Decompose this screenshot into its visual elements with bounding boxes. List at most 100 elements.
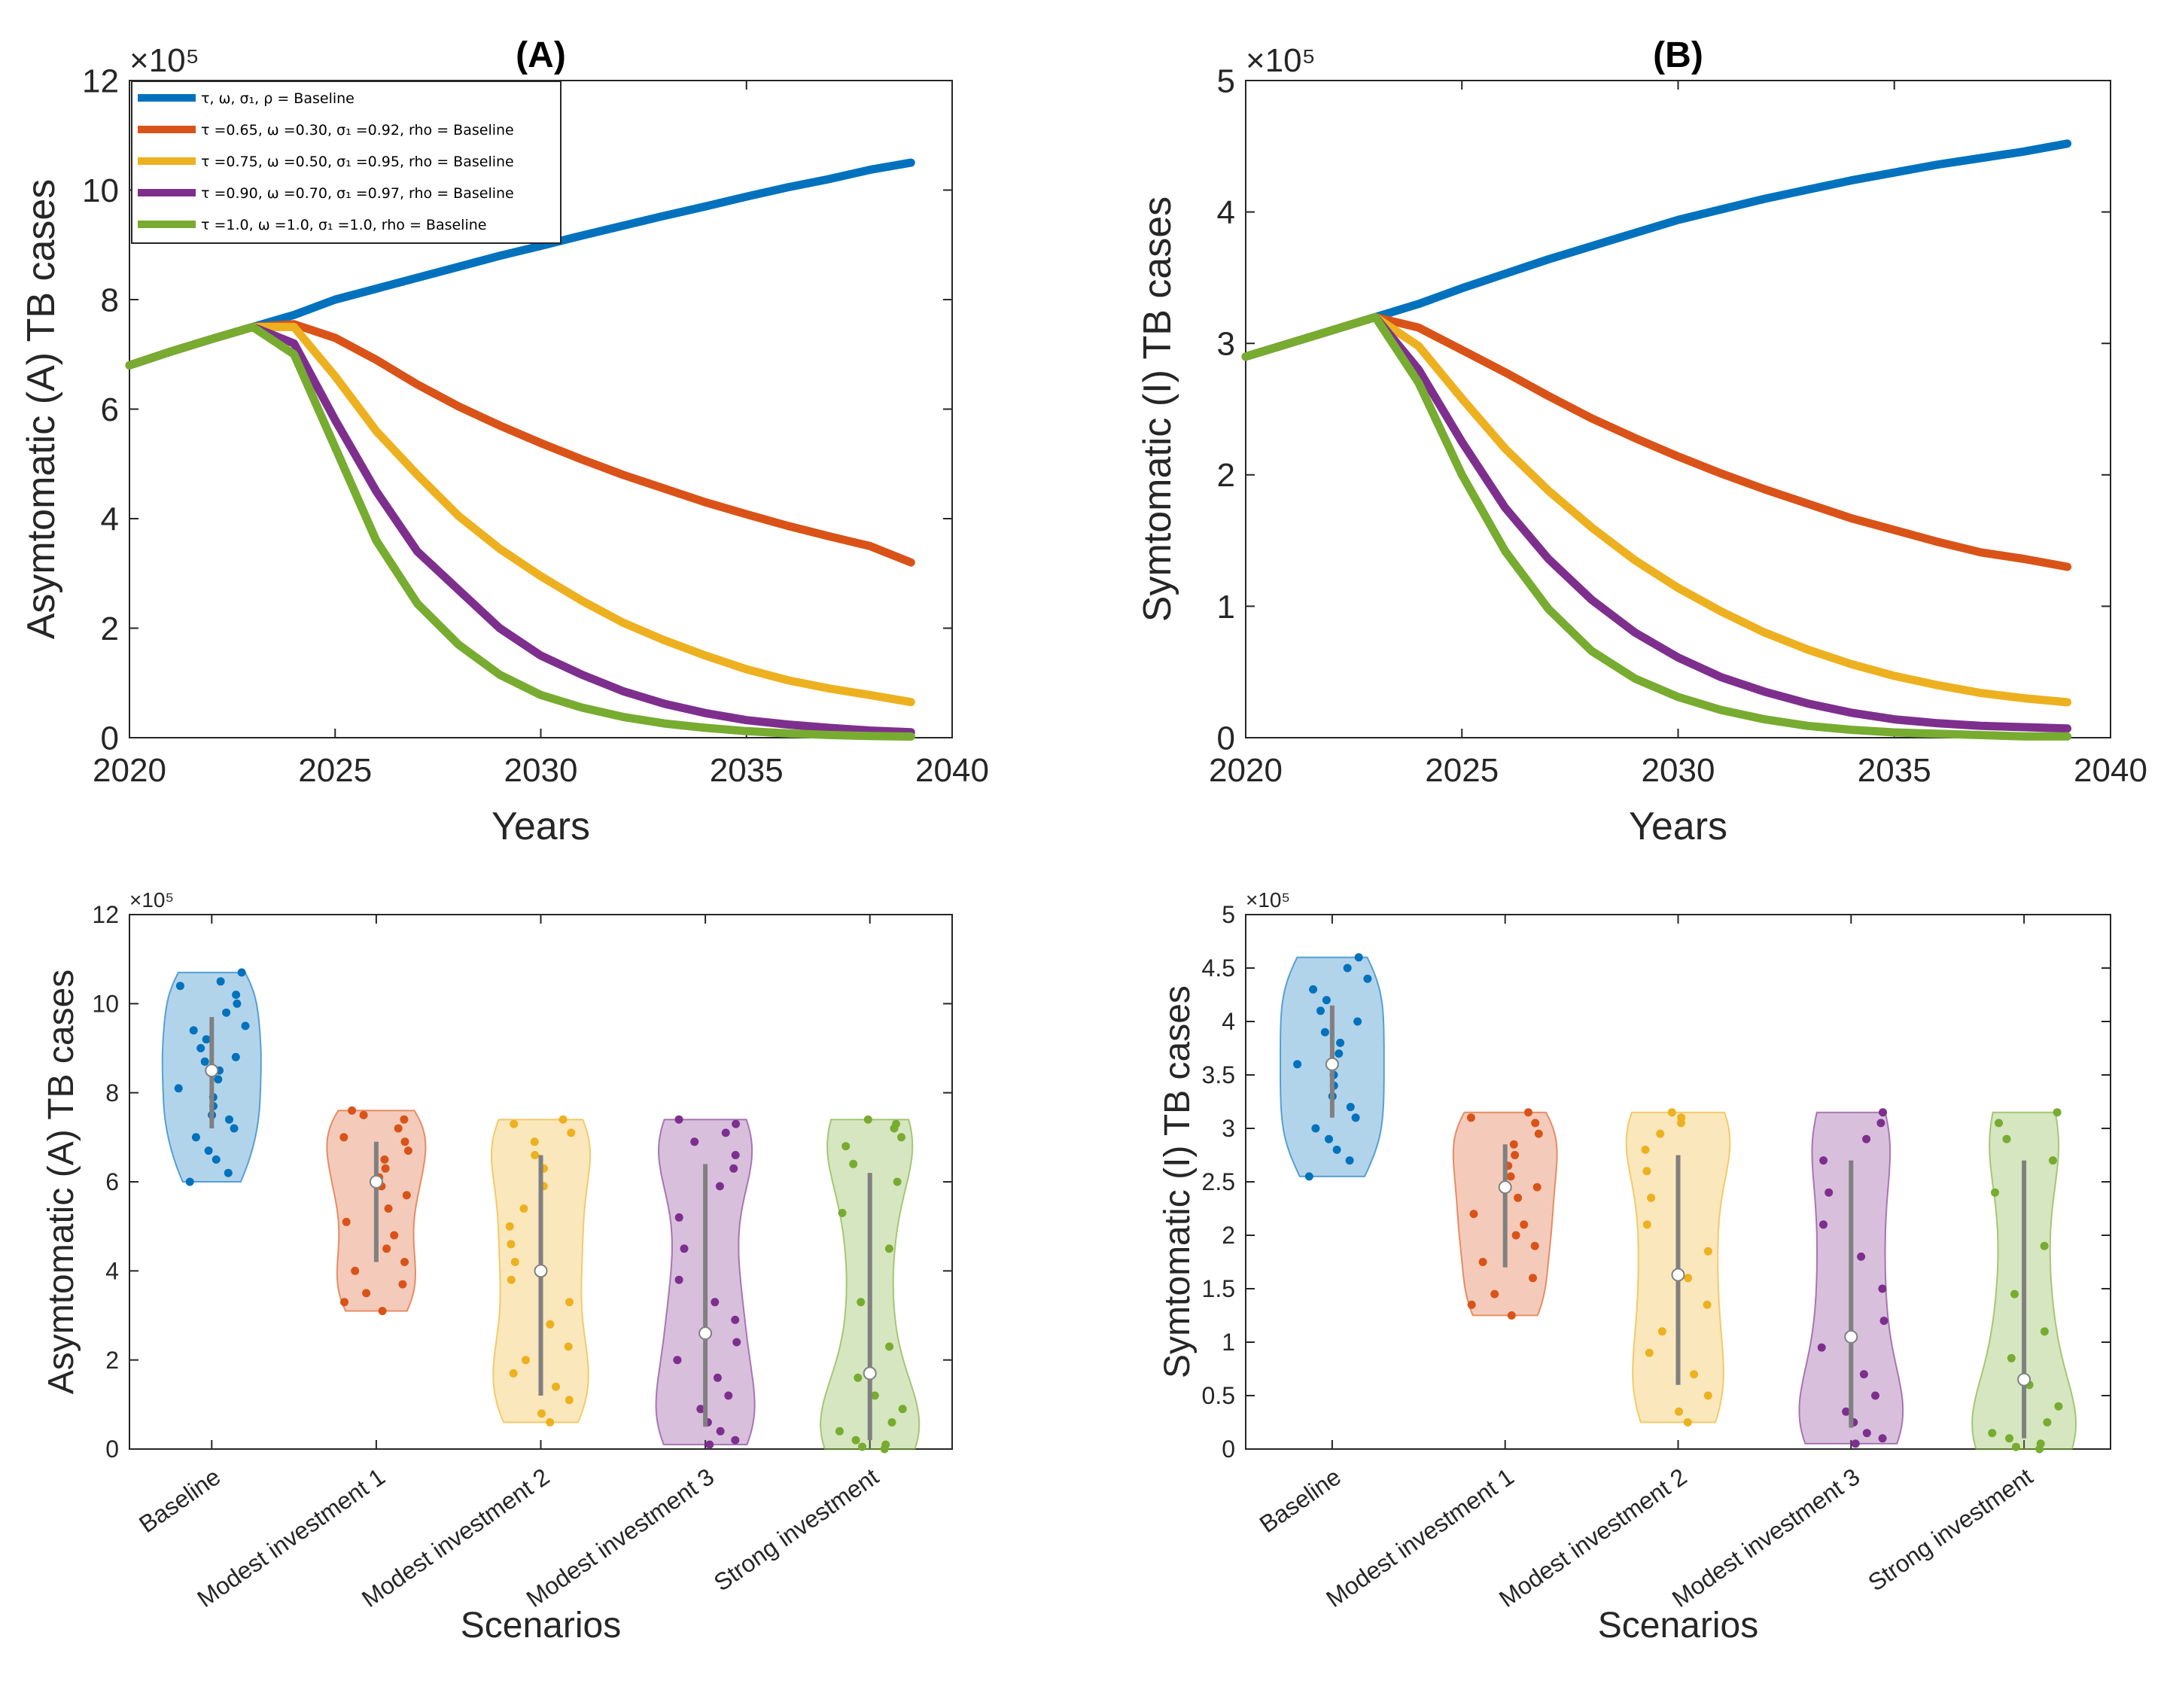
y-tick-label: 10 xyxy=(92,991,119,1018)
data-point xyxy=(233,999,242,1008)
data-point xyxy=(381,1164,390,1173)
y-tick-label: 3.5 xyxy=(1202,1061,1235,1088)
data-point xyxy=(189,1026,198,1035)
y-tick-label: 12 xyxy=(92,901,119,928)
data-point xyxy=(231,1052,240,1061)
data-point xyxy=(1316,1006,1325,1015)
y-tick-label: 3 xyxy=(1222,1115,1235,1142)
data-point xyxy=(1657,1327,1666,1336)
chart-title: (B) xyxy=(1653,35,1703,75)
data-point xyxy=(509,1369,518,1378)
data-point xyxy=(858,1442,866,1451)
data-point xyxy=(1991,1188,1999,1197)
data-point xyxy=(1509,1140,1518,1149)
data-point xyxy=(567,1128,576,1137)
data-point xyxy=(232,991,241,999)
y-tick-label: 4.5 xyxy=(1202,954,1235,982)
data-point xyxy=(705,1440,714,1449)
data-point xyxy=(713,1373,722,1382)
data-point xyxy=(1332,1145,1341,1154)
data-point xyxy=(2054,1402,2063,1411)
data-point xyxy=(729,1164,738,1173)
series-line-5 xyxy=(1241,312,2072,741)
y-tick-label: 1 xyxy=(1222,1329,1235,1356)
data-point xyxy=(1520,1220,1529,1229)
y-tick-label: 4 xyxy=(105,1258,119,1285)
y-axis-label: Asymtomatic (A) TB cases xyxy=(20,179,63,640)
data-point xyxy=(1507,1311,1516,1320)
y-tick-label: 6 xyxy=(101,391,119,428)
y-tick-label: 2 xyxy=(1222,1222,1235,1249)
data-point xyxy=(1529,1274,1537,1283)
x-tick-label: 2025 xyxy=(1425,752,1499,789)
y-tick-label: 4 xyxy=(101,501,119,537)
x-tick-label: 2030 xyxy=(504,752,578,789)
data-point xyxy=(1466,1113,1475,1122)
data-point xyxy=(1690,1370,1699,1379)
data-point xyxy=(519,1204,528,1213)
data-point xyxy=(674,1213,683,1222)
data-point xyxy=(1534,1129,1543,1138)
data-point xyxy=(721,1128,730,1137)
data-point xyxy=(1645,1348,1654,1357)
data-point xyxy=(863,1115,872,1124)
data-point xyxy=(732,1119,741,1128)
data-point xyxy=(887,1418,896,1426)
y-tick-label: 2.5 xyxy=(1202,1168,1235,1195)
data-point xyxy=(202,1035,211,1044)
data-point xyxy=(854,1373,863,1382)
data-point xyxy=(378,1307,387,1316)
data-point xyxy=(1467,1300,1476,1309)
data-point xyxy=(1825,1188,1834,1197)
data-point xyxy=(565,1396,574,1405)
legend-label: τ =0.90, ω =0.70, σ₁ =0.97, rho = Baseli… xyxy=(201,185,514,202)
data-point xyxy=(1683,1418,1692,1426)
legend-box xyxy=(131,81,562,244)
data-point xyxy=(507,1240,516,1249)
y-tick-label: 1.5 xyxy=(1202,1275,1235,1302)
data-point xyxy=(2040,1327,2049,1336)
panel-a-asymptomatic-line-chart: 0 2 4 6 8 10 12 ×10⁵ Asymtomatic (A) TB cases Yea… xyxy=(20,35,989,848)
data-point xyxy=(1346,1103,1355,1112)
y-axis-label: Asymtomatic (A) TB cases xyxy=(41,970,81,1395)
data-point xyxy=(351,1266,360,1275)
data-point xyxy=(1363,974,1372,983)
data-point xyxy=(731,1436,740,1445)
median-marker xyxy=(534,1264,548,1278)
data-point xyxy=(382,1244,391,1253)
data-point xyxy=(835,1426,844,1436)
data-point xyxy=(724,1391,733,1400)
data-point xyxy=(715,1182,724,1191)
data-point xyxy=(521,1356,530,1365)
y-tick-label: 0.5 xyxy=(1202,1382,1235,1409)
data-point xyxy=(674,1115,683,1124)
data-point xyxy=(510,1119,519,1128)
data-point xyxy=(1647,1193,1656,1202)
median-marker xyxy=(369,1175,383,1189)
data-point xyxy=(384,1204,393,1213)
x-tick-label: 2030 xyxy=(1642,752,1715,789)
data-point xyxy=(1336,1038,1345,1047)
y-tick-label: 0 xyxy=(1222,1436,1235,1463)
x-axis-label: Years xyxy=(492,805,590,848)
data-point xyxy=(2040,1241,2049,1250)
data-point xyxy=(1862,1429,1871,1438)
data-point xyxy=(1851,1439,1860,1448)
data-point xyxy=(204,1146,213,1155)
data-point xyxy=(1842,1407,1851,1416)
data-point xyxy=(851,1436,860,1445)
y-tick-label: 0 xyxy=(101,720,119,757)
data-point xyxy=(398,1280,407,1289)
data-point xyxy=(552,1382,560,1391)
data-point xyxy=(1506,1172,1515,1181)
data-point xyxy=(400,1258,409,1266)
category-label: Baseline xyxy=(134,1463,225,1538)
y-tick-label: 3 xyxy=(1217,326,1235,363)
median-marker xyxy=(2017,1372,2031,1387)
legend-label: τ, ω, σ₁, ρ = Baseline xyxy=(201,90,355,107)
x-tick-label: 2040 xyxy=(915,752,989,789)
data-point xyxy=(1511,1151,1520,1159)
data-point xyxy=(400,1115,409,1124)
data-point xyxy=(1819,1220,1828,1229)
series-line-1 xyxy=(1241,139,2072,361)
